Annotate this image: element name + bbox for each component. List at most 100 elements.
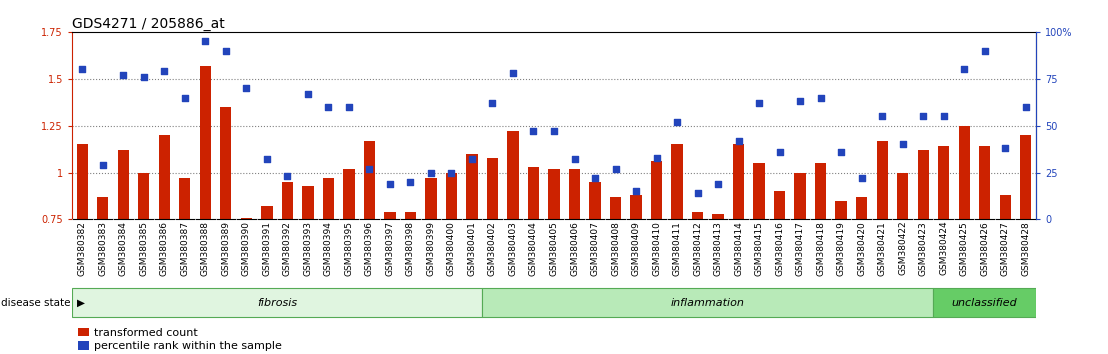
Point: [319, 104, 337, 110]
Bar: [72, 288, 482, 317]
Text: GSM380413: GSM380413: [714, 221, 722, 276]
Bar: [302, 186, 314, 219]
Text: GSM380395: GSM380395: [345, 221, 353, 276]
Text: GSM380404: GSM380404: [529, 221, 538, 275]
Bar: [835, 201, 847, 219]
Bar: [856, 197, 868, 219]
Text: GSM380408: GSM380408: [611, 221, 620, 276]
Bar: [671, 144, 683, 219]
Bar: [158, 135, 170, 219]
Text: GSM380385: GSM380385: [140, 221, 148, 276]
Text: GSM380392: GSM380392: [283, 221, 291, 276]
Bar: [482, 288, 933, 317]
Bar: [753, 163, 765, 219]
Point: [832, 149, 850, 155]
Bar: [445, 172, 458, 219]
Point: [401, 179, 419, 185]
Point: [730, 138, 748, 143]
Bar: [774, 191, 786, 219]
Text: GSM380419: GSM380419: [837, 221, 845, 276]
Bar: [917, 150, 929, 219]
Bar: [527, 167, 540, 219]
Text: GSM380414: GSM380414: [735, 221, 743, 275]
Point: [1017, 104, 1035, 110]
Bar: [138, 172, 150, 219]
Text: GDS4271 / 205886_at: GDS4271 / 205886_at: [72, 17, 225, 31]
Point: [812, 95, 830, 101]
Point: [689, 190, 707, 196]
Point: [566, 156, 584, 162]
Text: GSM380396: GSM380396: [365, 221, 373, 276]
Point: [586, 175, 604, 181]
Point: [791, 98, 809, 104]
Bar: [261, 206, 273, 219]
Text: inflammation: inflammation: [670, 298, 745, 308]
Point: [914, 113, 932, 119]
Text: GSM380405: GSM380405: [550, 221, 558, 276]
Text: GSM380402: GSM380402: [488, 221, 497, 275]
Bar: [363, 141, 375, 219]
Point: [545, 129, 563, 134]
Point: [771, 149, 789, 155]
Text: GSM380383: GSM380383: [99, 221, 107, 276]
Point: [873, 113, 891, 119]
Text: GSM380412: GSM380412: [694, 221, 702, 275]
Bar: [589, 182, 601, 219]
Bar: [897, 172, 909, 219]
Point: [196, 38, 214, 44]
Text: GSM380401: GSM380401: [468, 221, 476, 276]
Text: GSM380409: GSM380409: [632, 221, 640, 276]
Bar: [343, 169, 355, 219]
Point: [853, 175, 871, 181]
Bar: [1020, 135, 1032, 219]
Point: [524, 129, 542, 134]
Point: [278, 173, 296, 179]
Text: GSM380382: GSM380382: [78, 221, 86, 276]
Text: GSM380400: GSM380400: [447, 221, 456, 276]
Point: [299, 91, 317, 97]
Bar: [938, 146, 950, 219]
Point: [155, 68, 173, 74]
Point: [73, 67, 91, 72]
Text: GSM380386: GSM380386: [160, 221, 168, 276]
Text: GSM380424: GSM380424: [940, 221, 948, 275]
Point: [258, 156, 276, 162]
Point: [94, 162, 112, 168]
Point: [114, 72, 132, 78]
Text: GSM380415: GSM380415: [755, 221, 763, 276]
Point: [894, 142, 912, 147]
Point: [955, 67, 973, 72]
Bar: [98, 197, 109, 219]
Point: [360, 166, 378, 172]
Text: GSM380398: GSM380398: [406, 221, 414, 276]
Legend: transformed count, percentile rank within the sample: transformed count, percentile rank withi…: [78, 328, 283, 351]
Text: GSM380389: GSM380389: [222, 221, 230, 276]
Text: GSM380391: GSM380391: [263, 221, 271, 276]
Text: GSM380417: GSM380417: [796, 221, 804, 276]
Text: GSM380425: GSM380425: [960, 221, 968, 275]
Point: [976, 48, 994, 53]
Point: [607, 166, 625, 172]
Bar: [876, 141, 888, 219]
Bar: [281, 182, 293, 219]
Bar: [240, 218, 252, 219]
Text: GSM380384: GSM380384: [119, 221, 127, 276]
Bar: [958, 126, 970, 219]
Bar: [179, 178, 191, 219]
Bar: [815, 163, 827, 219]
Point: [237, 85, 255, 91]
Bar: [486, 158, 499, 219]
Text: unclassified: unclassified: [952, 298, 1017, 308]
Point: [176, 95, 194, 101]
Point: [504, 70, 522, 76]
Text: GSM380421: GSM380421: [878, 221, 886, 275]
Point: [422, 170, 440, 175]
Point: [668, 119, 686, 125]
Point: [483, 100, 501, 106]
Bar: [999, 195, 1010, 219]
Bar: [466, 154, 478, 219]
Bar: [650, 161, 663, 219]
Text: GSM380397: GSM380397: [386, 221, 394, 276]
Text: GSM380387: GSM380387: [181, 221, 189, 276]
Bar: [507, 131, 519, 219]
